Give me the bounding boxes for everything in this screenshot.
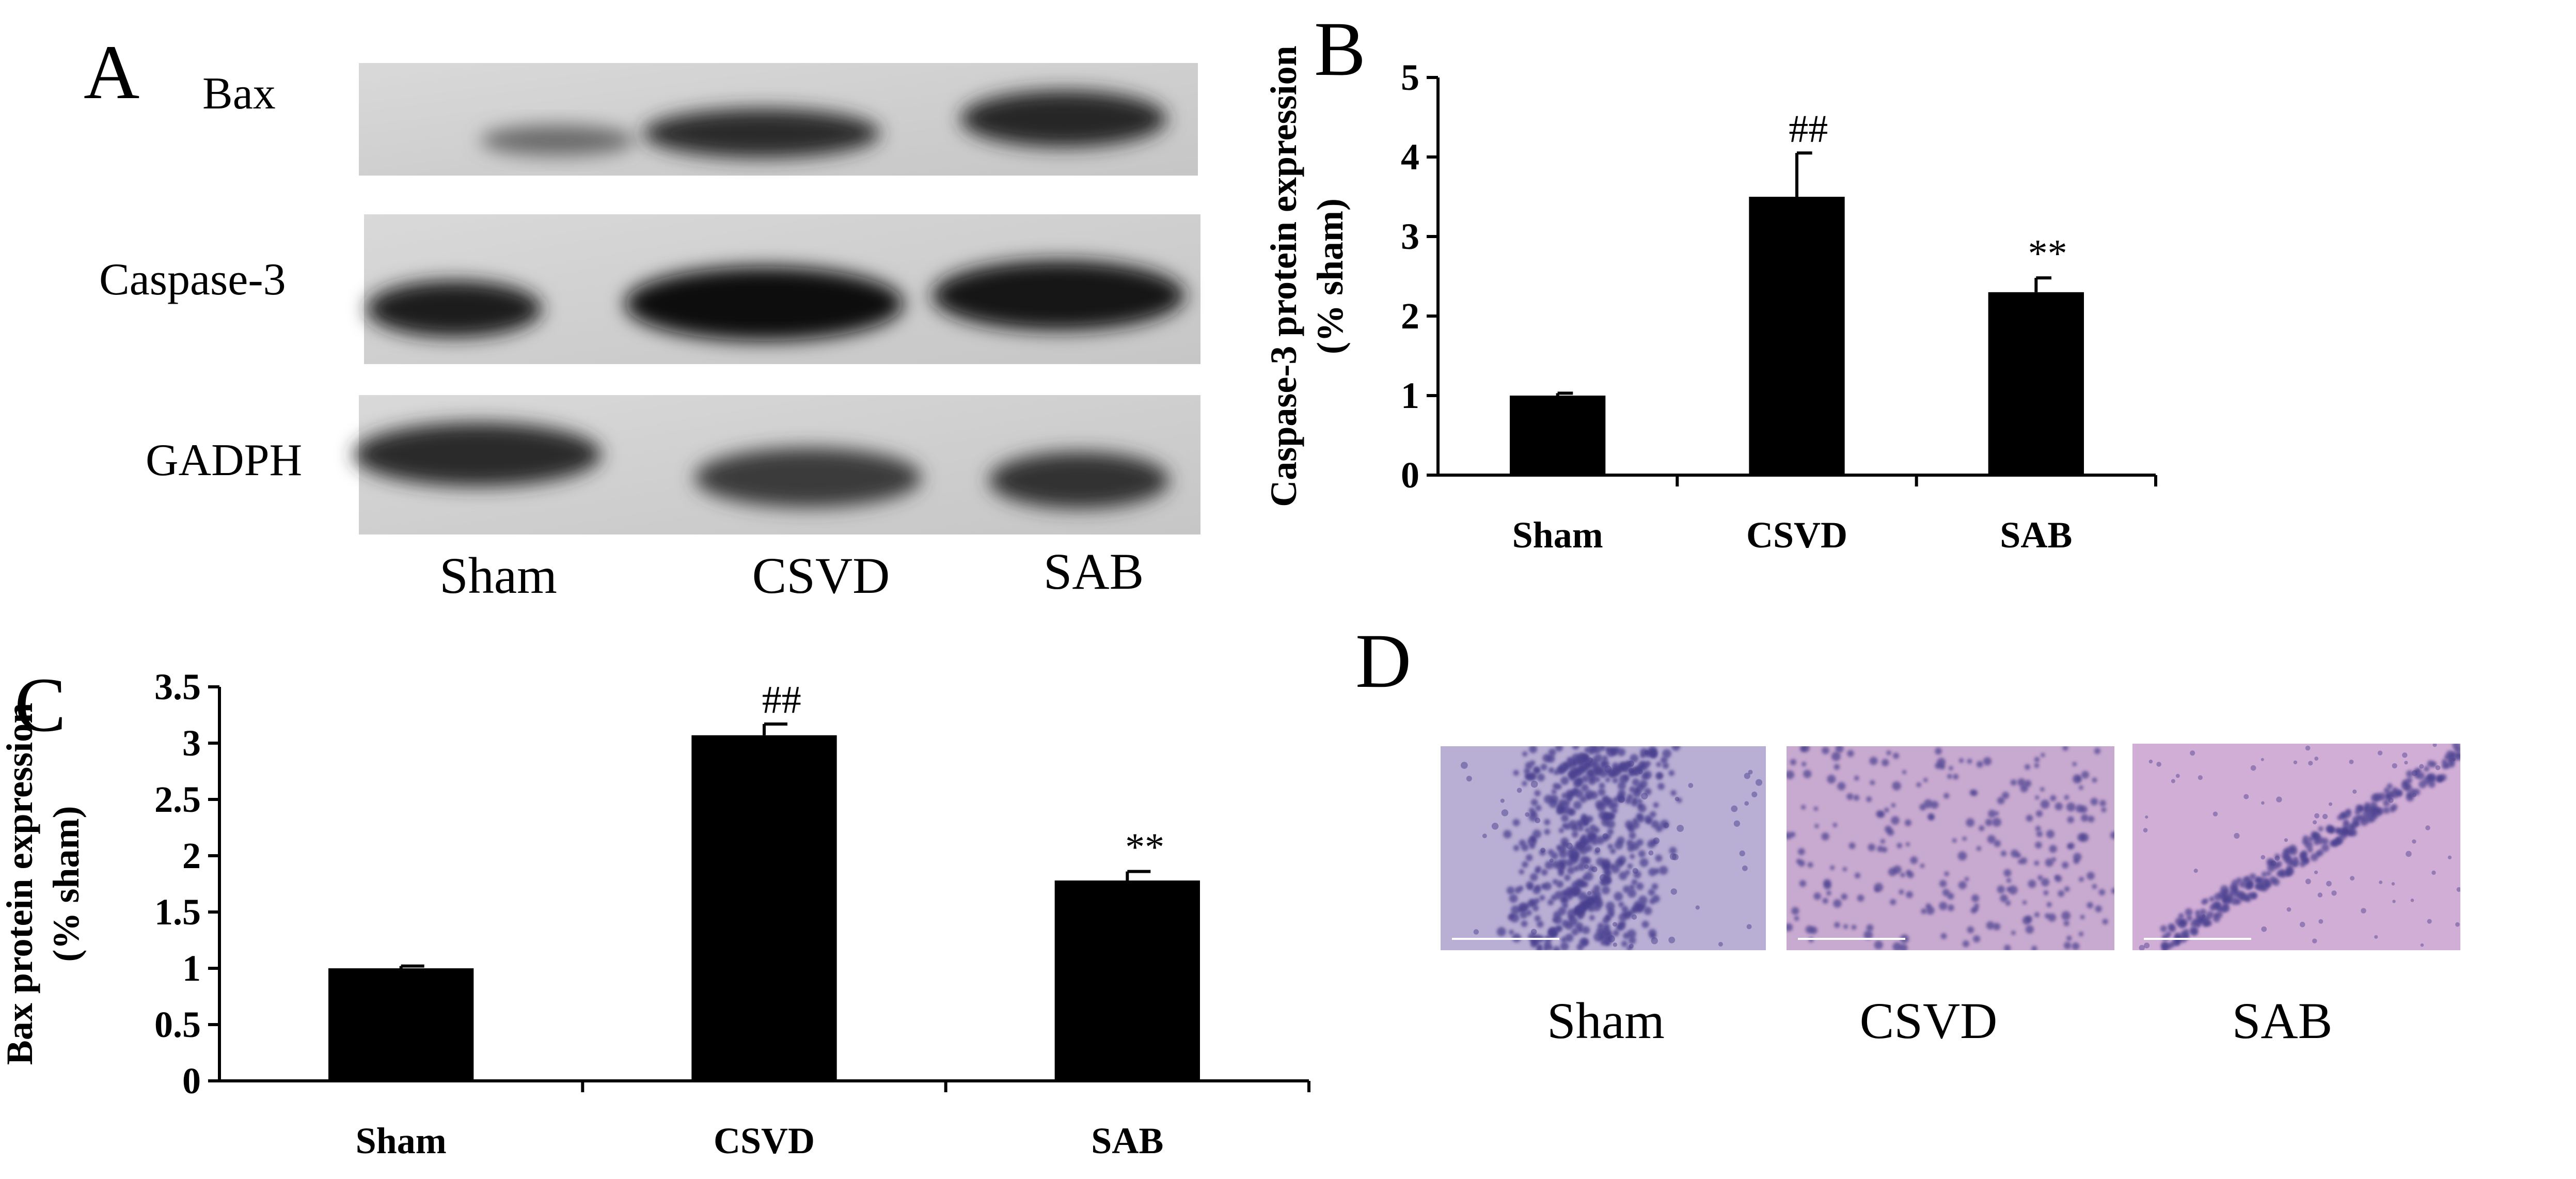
y-axis-label-line: (% sham) — [1309, 198, 1351, 354]
x-category-label-csvd: CSVD — [714, 1120, 815, 1161]
bar-sham — [1510, 396, 1606, 475]
blot-band — [480, 125, 635, 156]
y-tick-label: 5 — [1401, 57, 1419, 98]
panel-b: B 0 1 2 3 4 5 Sham ## CSVD ** SAB Caspase-3 protein… — [1263, 6, 2157, 556]
y-tick-label: 1.5 — [154, 891, 201, 933]
y-tick-label: 3.5 — [154, 666, 201, 708]
x-category-label-sham: Sham — [356, 1120, 447, 1161]
blot-band — [367, 280, 542, 337]
significance-marker: ** — [2028, 232, 2067, 275]
y-tick-label: 3 — [182, 722, 201, 764]
panel-a: A Bax Caspase-3 GADPH Sham CSVD SAB — [84, 29, 1200, 604]
histology-label-csvd: CSVD — [1860, 992, 1998, 1049]
panel-c: C 0 0.5 1 1.5 2 2.5 3 3.5 Sham ## CSVD ** SAB Bax pro… — [0, 662, 1310, 1161]
bax-bar-chart: 0 0.5 1 1.5 2 2.5 3 3.5 Sham ## CSVD ** SAB Bax prote… — [0, 666, 1310, 1161]
blot-lane-label-sab: SAB — [1044, 543, 1144, 600]
y-tick-label: 2.5 — [154, 779, 201, 820]
y-tick-label: 2 — [1401, 295, 1419, 337]
y-tick-label: 4 — [1401, 136, 1419, 178]
y-axis-label: Bax protein expression (% sham) — [0, 703, 87, 1065]
y-tick-label: 0 — [1401, 454, 1419, 496]
panel-a-letter: A — [84, 29, 139, 115]
y-axis-label: Caspase-3 protein expression (% sham) — [1263, 45, 1351, 507]
blot-band — [354, 422, 602, 486]
x-category-label-sab: SAB — [1091, 1120, 1163, 1161]
x-category-label-csvd: CSVD — [1746, 514, 1847, 556]
significance-marker: ** — [1125, 826, 1164, 869]
y-tick-label: 1 — [1401, 375, 1419, 416]
blot-band — [694, 448, 922, 508]
blot-lane-label-sham: Sham — [439, 547, 557, 604]
blot-strip-caspase-3 — [364, 214, 1200, 364]
y-axis-label-line: Bax protein expression — [0, 703, 40, 1065]
panel-d-letter: D — [1355, 618, 1411, 704]
blot-band — [960, 90, 1167, 147]
histology-images — [1441, 744, 2460, 950]
blot-lane-label-csvd: CSVD — [752, 547, 890, 604]
x-category-label-sham: Sham — [1512, 514, 1603, 556]
significance-marker: ## — [1789, 107, 1828, 150]
histology-image-sham — [1441, 746, 1766, 950]
bar-sab — [1988, 292, 2084, 475]
blot-band — [625, 266, 904, 341]
bar-csvd — [1749, 197, 1845, 475]
y-tick-label: 0 — [182, 1060, 201, 1102]
blot-strip-gadph — [354, 395, 1200, 535]
y-tick-label: 3 — [1401, 216, 1419, 257]
panel-c-letter: C — [14, 662, 66, 748]
y-axis-label-line: (% sham) — [45, 806, 87, 962]
y-tick-label: 1 — [182, 948, 201, 989]
blot-band — [932, 260, 1185, 331]
y-axis-label-line: Caspase-3 protein expression — [1263, 45, 1304, 507]
histology-image-sab — [2132, 744, 2460, 950]
blot-band — [643, 108, 880, 158]
blot-row-label-bax: Bax — [202, 69, 276, 119]
blot-row-label-caspase-3: Caspase-3 — [99, 255, 286, 305]
blot-strip-bax — [359, 63, 1198, 176]
bar-sham — [328, 968, 474, 1081]
blot-band — [989, 452, 1170, 509]
bar-csvd — [691, 735, 837, 1081]
panel-b-letter: B — [1314, 6, 1366, 92]
panel-d: D Sham CSVD SAB — [1355, 618, 2460, 1049]
caspase-3-bar-chart: 0 1 2 3 4 5 Sham ## CSVD ** SAB Caspase-3 protein e… — [1263, 45, 2157, 556]
blot-row-label-gadph: GADPH — [146, 435, 302, 485]
x-category-label-sab: SAB — [2000, 514, 2072, 556]
y-tick-label: 2 — [182, 835, 201, 876]
histology-image-csvd — [1787, 746, 2114, 950]
significance-marker: ## — [762, 678, 801, 721]
bar-sab — [1054, 880, 1200, 1081]
histology-label-sham: Sham — [1547, 992, 1665, 1049]
histology-label-sab: SAB — [2232, 992, 2333, 1049]
y-tick-label: 0.5 — [154, 1004, 201, 1045]
